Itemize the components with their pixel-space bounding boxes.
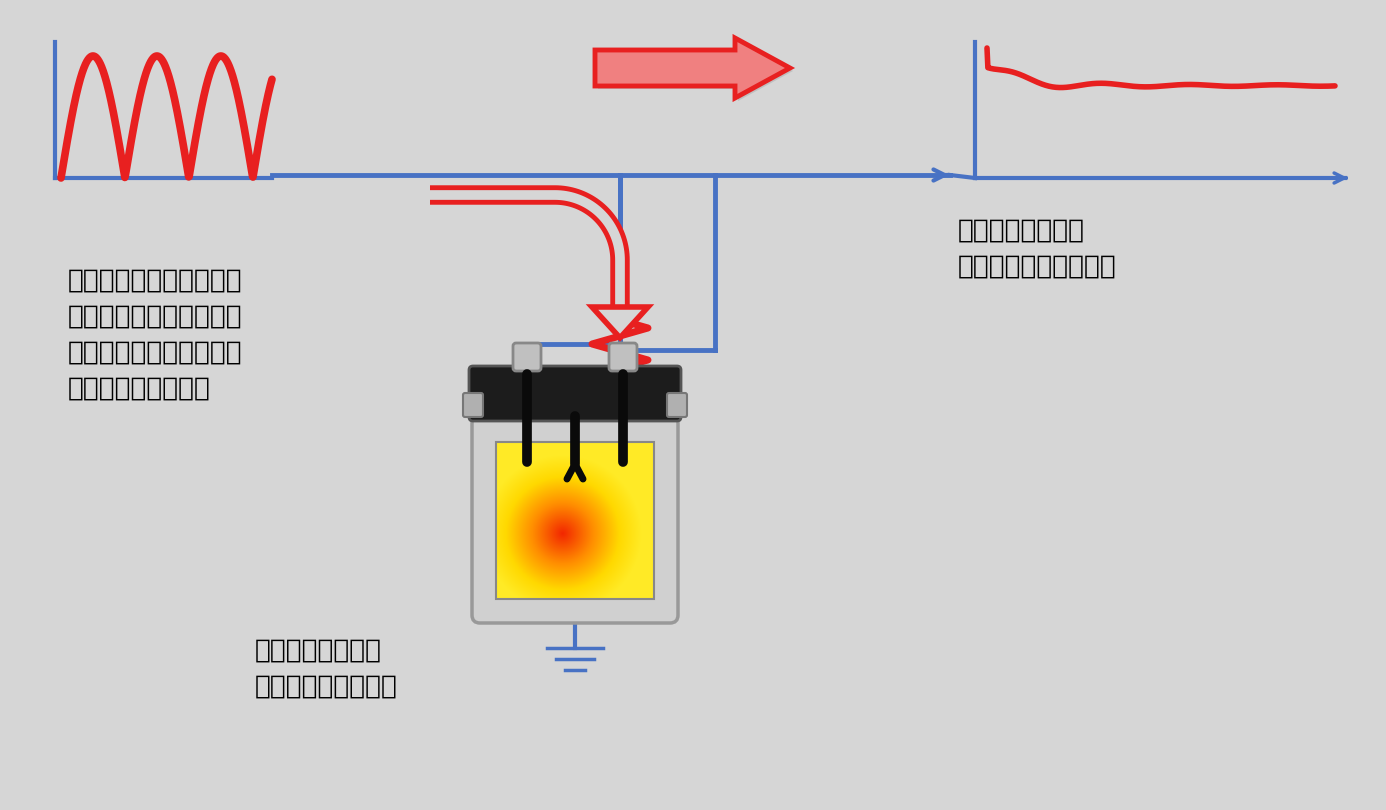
Text: リプル電流により
発熱したコンデンサ: リプル電流により 発熱したコンデンサ (255, 638, 398, 700)
Polygon shape (597, 41, 793, 101)
Text: ダイオードブリッジなど
からの全波整流波形が大
きなリプル電流としてコ
ンデンサに流れ込む: ダイオードブリッジなど からの全波整流波形が大 きなリプル電流としてコ ンデンサ… (68, 268, 243, 402)
Polygon shape (592, 307, 649, 338)
Bar (496, 442, 654, 599)
FancyBboxPatch shape (513, 343, 541, 371)
FancyBboxPatch shape (667, 393, 687, 417)
FancyBboxPatch shape (608, 343, 638, 371)
Polygon shape (595, 38, 790, 98)
Text: コンデンサにより
平滑化された直流波形: コンデンサにより 平滑化された直流波形 (958, 218, 1117, 280)
FancyBboxPatch shape (468, 366, 681, 421)
FancyBboxPatch shape (463, 393, 482, 417)
FancyBboxPatch shape (473, 402, 678, 623)
